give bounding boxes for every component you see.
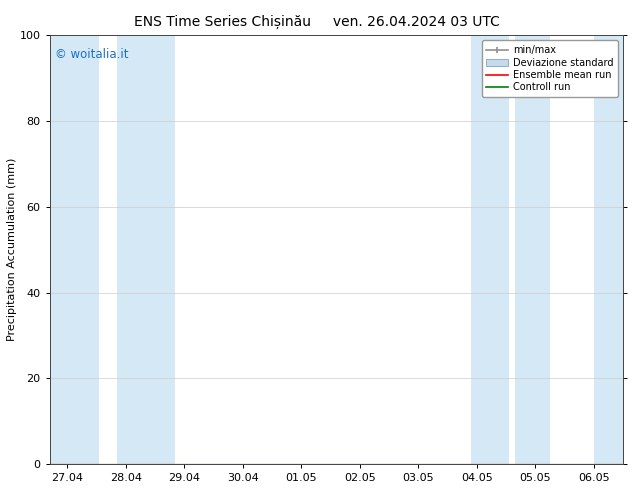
Bar xyxy=(515,35,550,464)
Bar xyxy=(471,35,509,464)
Text: © woitalia.it: © woitalia.it xyxy=(56,49,129,61)
Text: ENS Time Series Chișinău     ven. 26.04.2024 03 UTC: ENS Time Series Chișinău ven. 26.04.2024… xyxy=(134,15,500,29)
Bar xyxy=(117,35,176,464)
Legend: min/max, Deviazione standard, Ensemble mean run, Controll run: min/max, Deviazione standard, Ensemble m… xyxy=(482,40,618,98)
Bar xyxy=(49,35,100,464)
Bar xyxy=(593,35,623,464)
Y-axis label: Precipitation Accumulation (mm): Precipitation Accumulation (mm) xyxy=(7,158,17,342)
